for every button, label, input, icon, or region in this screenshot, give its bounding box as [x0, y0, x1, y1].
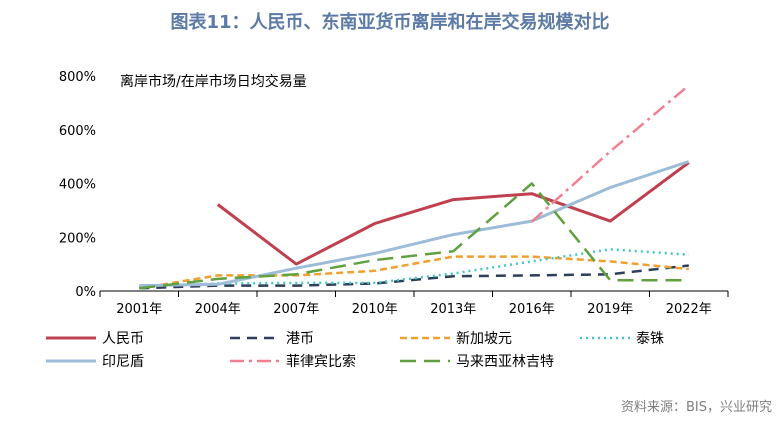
series-line-3: [139, 255, 689, 290]
x-tick-label: 2010年: [352, 302, 398, 317]
x-tick-label: 2022年: [666, 302, 712, 317]
legend-label: 新加坡元: [456, 331, 512, 347]
series-line-5: [139, 160, 690, 288]
x-tick-label: 2019年: [587, 302, 633, 317]
legend-label: 泰铢: [636, 331, 664, 347]
x-tick-label: 2004年: [195, 302, 241, 317]
series-line-4: [139, 248, 689, 288]
legend-label: 港币: [286, 331, 314, 347]
legend-label: 人民币: [102, 331, 144, 347]
x-tick-label: 2007年: [273, 302, 319, 317]
legend-label: 马来西亚林吉特: [456, 354, 554, 370]
series-line-6: [530, 84, 690, 223]
series-layer: [139, 84, 690, 290]
series-line-7: [139, 182, 689, 290]
legend-label: 印尼盾: [102, 354, 144, 370]
y-tick-label: 400%: [59, 178, 96, 193]
source-note: 资料来源：BIS，兴业研究: [620, 400, 772, 415]
legend-label: 菲律宾比索: [286, 353, 356, 370]
x-tick-label: 2001年: [116, 302, 162, 317]
x-tick-label: 2013年: [430, 302, 476, 317]
x-tick-label: 2016年: [509, 302, 555, 317]
y-axis-label: 离岸市场/在岸市场日均交易量: [120, 73, 307, 90]
y-tick-label: 600%: [59, 124, 96, 139]
y-tick-label: 200%: [59, 231, 96, 246]
series-line-2: [139, 264, 689, 290]
y-tick-label: 0%: [75, 285, 96, 300]
axes: 0% 200% 400% 600% 800% 2001年 2004年 2007年 2010年 20…: [59, 70, 729, 317]
series-line-1: [216, 161, 690, 266]
y-tick-label: 800%: [59, 70, 96, 85]
page-title: 图表11：人民币、东南亚货币离岸和在岸交易规模对比: [170, 12, 610, 33]
